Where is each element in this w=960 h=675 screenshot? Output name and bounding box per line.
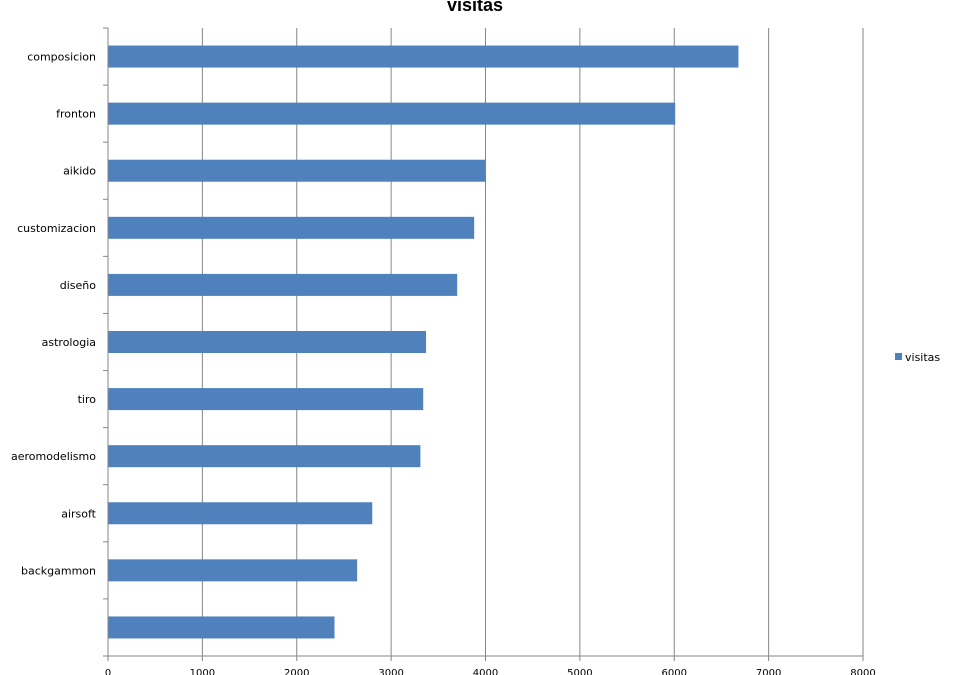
bar <box>108 559 358 582</box>
chart-title: visitas <box>447 0 503 15</box>
x-tick-label: 4000 <box>473 668 498 675</box>
category-label: backgammon <box>21 564 96 577</box>
category-label: aeromodelismo <box>11 450 96 463</box>
bar <box>108 45 739 68</box>
bar <box>108 616 335 639</box>
bar <box>108 445 421 468</box>
bar <box>108 102 676 125</box>
category-label: diseño <box>60 279 97 292</box>
category-label: fronton <box>56 108 96 121</box>
x-tick-labels: 0 1000 2000 3000 4000 5000 6000 7000 8000 <box>105 668 876 675</box>
category-label: airsoft <box>61 507 96 520</box>
legend-label: visitas <box>905 351 940 364</box>
legend-swatch <box>895 353 902 360</box>
x-tick-label: 5000 <box>567 668 592 675</box>
bar <box>108 216 475 239</box>
bar <box>108 159 486 182</box>
category-labels: composicion fronton aikido customizacion dis… <box>11 51 97 578</box>
category-label: astrologia <box>42 336 96 349</box>
x-tick-label: 7000 <box>756 668 781 675</box>
bar <box>108 273 458 296</box>
bar <box>108 502 373 525</box>
bars <box>108 45 739 639</box>
axes <box>103 27 864 661</box>
x-tick-label: 2000 <box>284 668 309 675</box>
x-tick-label: 6000 <box>662 668 687 675</box>
bar <box>108 331 427 353</box>
x-tick-label: 0 <box>105 668 111 675</box>
category-label: composicion <box>27 51 96 64</box>
legend: visitas <box>895 351 940 364</box>
category-label: aikido <box>63 165 96 178</box>
category-label: customizacion <box>17 222 96 235</box>
bar <box>108 388 424 411</box>
x-tick-label: 8000 <box>850 668 875 675</box>
x-tick-label: 1000 <box>190 668 215 675</box>
x-tick-label: 3000 <box>378 668 403 675</box>
category-label: tiro <box>78 393 97 406</box>
